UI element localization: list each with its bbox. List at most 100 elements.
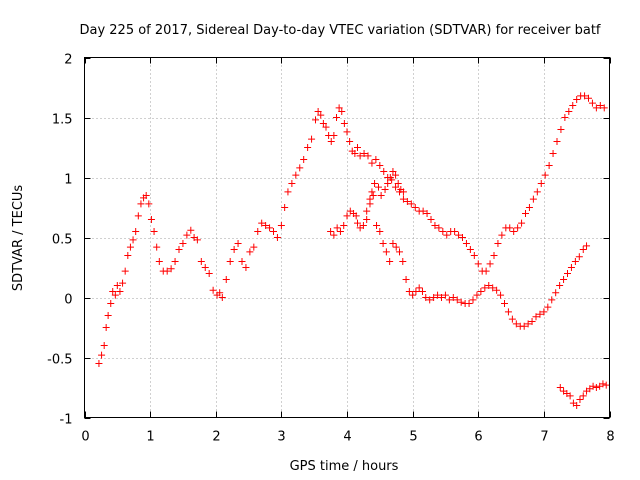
data-point xyxy=(415,284,423,292)
data-point xyxy=(533,188,541,196)
data-point xyxy=(573,96,581,103)
data-point xyxy=(565,108,573,115)
data-point xyxy=(459,234,466,241)
data-point xyxy=(466,246,474,253)
data-point xyxy=(465,300,473,307)
data-point xyxy=(343,212,351,220)
x-tick-label: 1 xyxy=(146,430,154,445)
data-point xyxy=(340,120,348,127)
data-point xyxy=(434,291,442,299)
data-point xyxy=(304,144,312,151)
data-point xyxy=(218,294,226,301)
data-point xyxy=(548,296,556,304)
data-point xyxy=(187,226,195,234)
data-point xyxy=(308,135,316,143)
data-point xyxy=(407,200,415,208)
data-point xyxy=(234,240,242,247)
data-point xyxy=(585,94,592,102)
data-point xyxy=(209,286,217,294)
data-point xyxy=(473,291,481,299)
data-point xyxy=(600,104,608,112)
data-point xyxy=(363,216,371,223)
data-point xyxy=(288,180,296,187)
data-point xyxy=(100,342,108,349)
data-point xyxy=(389,168,397,175)
data-point xyxy=(441,291,449,299)
y-axis-label: SDTVAR / TECUs xyxy=(11,185,26,292)
data-point xyxy=(540,308,548,316)
data-point xyxy=(419,207,427,215)
data-point xyxy=(153,243,161,251)
data-point xyxy=(352,212,360,220)
data-point xyxy=(532,313,540,321)
data-point xyxy=(333,114,340,121)
data-point xyxy=(477,288,485,295)
data-point xyxy=(258,219,266,227)
data-point xyxy=(183,231,191,239)
data-point xyxy=(371,180,379,187)
data-point xyxy=(557,126,565,133)
data-point xyxy=(98,351,106,359)
data-point xyxy=(537,180,545,187)
data-point xyxy=(242,264,250,271)
data-point xyxy=(360,150,368,157)
data-point xyxy=(552,289,560,297)
data-point xyxy=(579,246,587,253)
data-point xyxy=(132,228,140,235)
data-point xyxy=(497,291,505,299)
data-point xyxy=(266,224,274,232)
data-point xyxy=(363,207,371,215)
data-point xyxy=(129,236,137,244)
tick-layer xyxy=(84,57,611,419)
x-tick-labels: 0 1 2 3 4 5 6 7 8 xyxy=(81,430,614,445)
data-point xyxy=(107,300,115,307)
data-point xyxy=(504,308,512,316)
data-point xyxy=(392,183,400,191)
data-point xyxy=(317,111,325,119)
data-point xyxy=(409,291,417,299)
data-point xyxy=(102,324,110,331)
plot-frame xyxy=(84,57,610,418)
x-tick-label: 5 xyxy=(409,430,417,445)
data-point xyxy=(338,108,346,115)
data-point xyxy=(571,258,579,265)
data-point xyxy=(121,267,129,275)
data-point xyxy=(556,282,564,289)
data-point xyxy=(356,152,364,160)
data-point xyxy=(575,253,583,261)
data-point xyxy=(583,242,591,250)
data-point xyxy=(576,396,584,403)
data-point xyxy=(333,224,341,232)
data-point xyxy=(403,198,411,205)
data-point xyxy=(368,159,376,167)
data-point xyxy=(599,380,607,388)
y-tick-label: 2 xyxy=(64,53,72,68)
data-point xyxy=(392,243,400,251)
data-point xyxy=(163,267,171,275)
data-point xyxy=(386,258,394,265)
data-point xyxy=(394,180,402,187)
data-point xyxy=(312,116,319,124)
data-point xyxy=(201,264,209,271)
data-point xyxy=(270,228,277,235)
data-point xyxy=(427,216,435,223)
data-point xyxy=(569,102,577,109)
data-point xyxy=(549,150,557,157)
x-axis-label: GPS time / hours xyxy=(290,459,399,474)
data-point xyxy=(246,248,254,256)
data-point xyxy=(366,195,374,203)
data-point xyxy=(553,138,561,145)
data-point xyxy=(588,99,596,107)
data-point xyxy=(254,228,262,235)
data-point xyxy=(226,258,234,265)
data-point xyxy=(561,114,569,121)
data-point xyxy=(327,138,335,145)
data-point xyxy=(384,180,392,187)
data-point xyxy=(544,303,552,311)
data-point xyxy=(426,296,434,304)
data-point xyxy=(104,312,112,319)
data-point xyxy=(474,260,482,268)
data-point xyxy=(179,240,187,247)
series-satellite-track-d xyxy=(363,168,407,215)
